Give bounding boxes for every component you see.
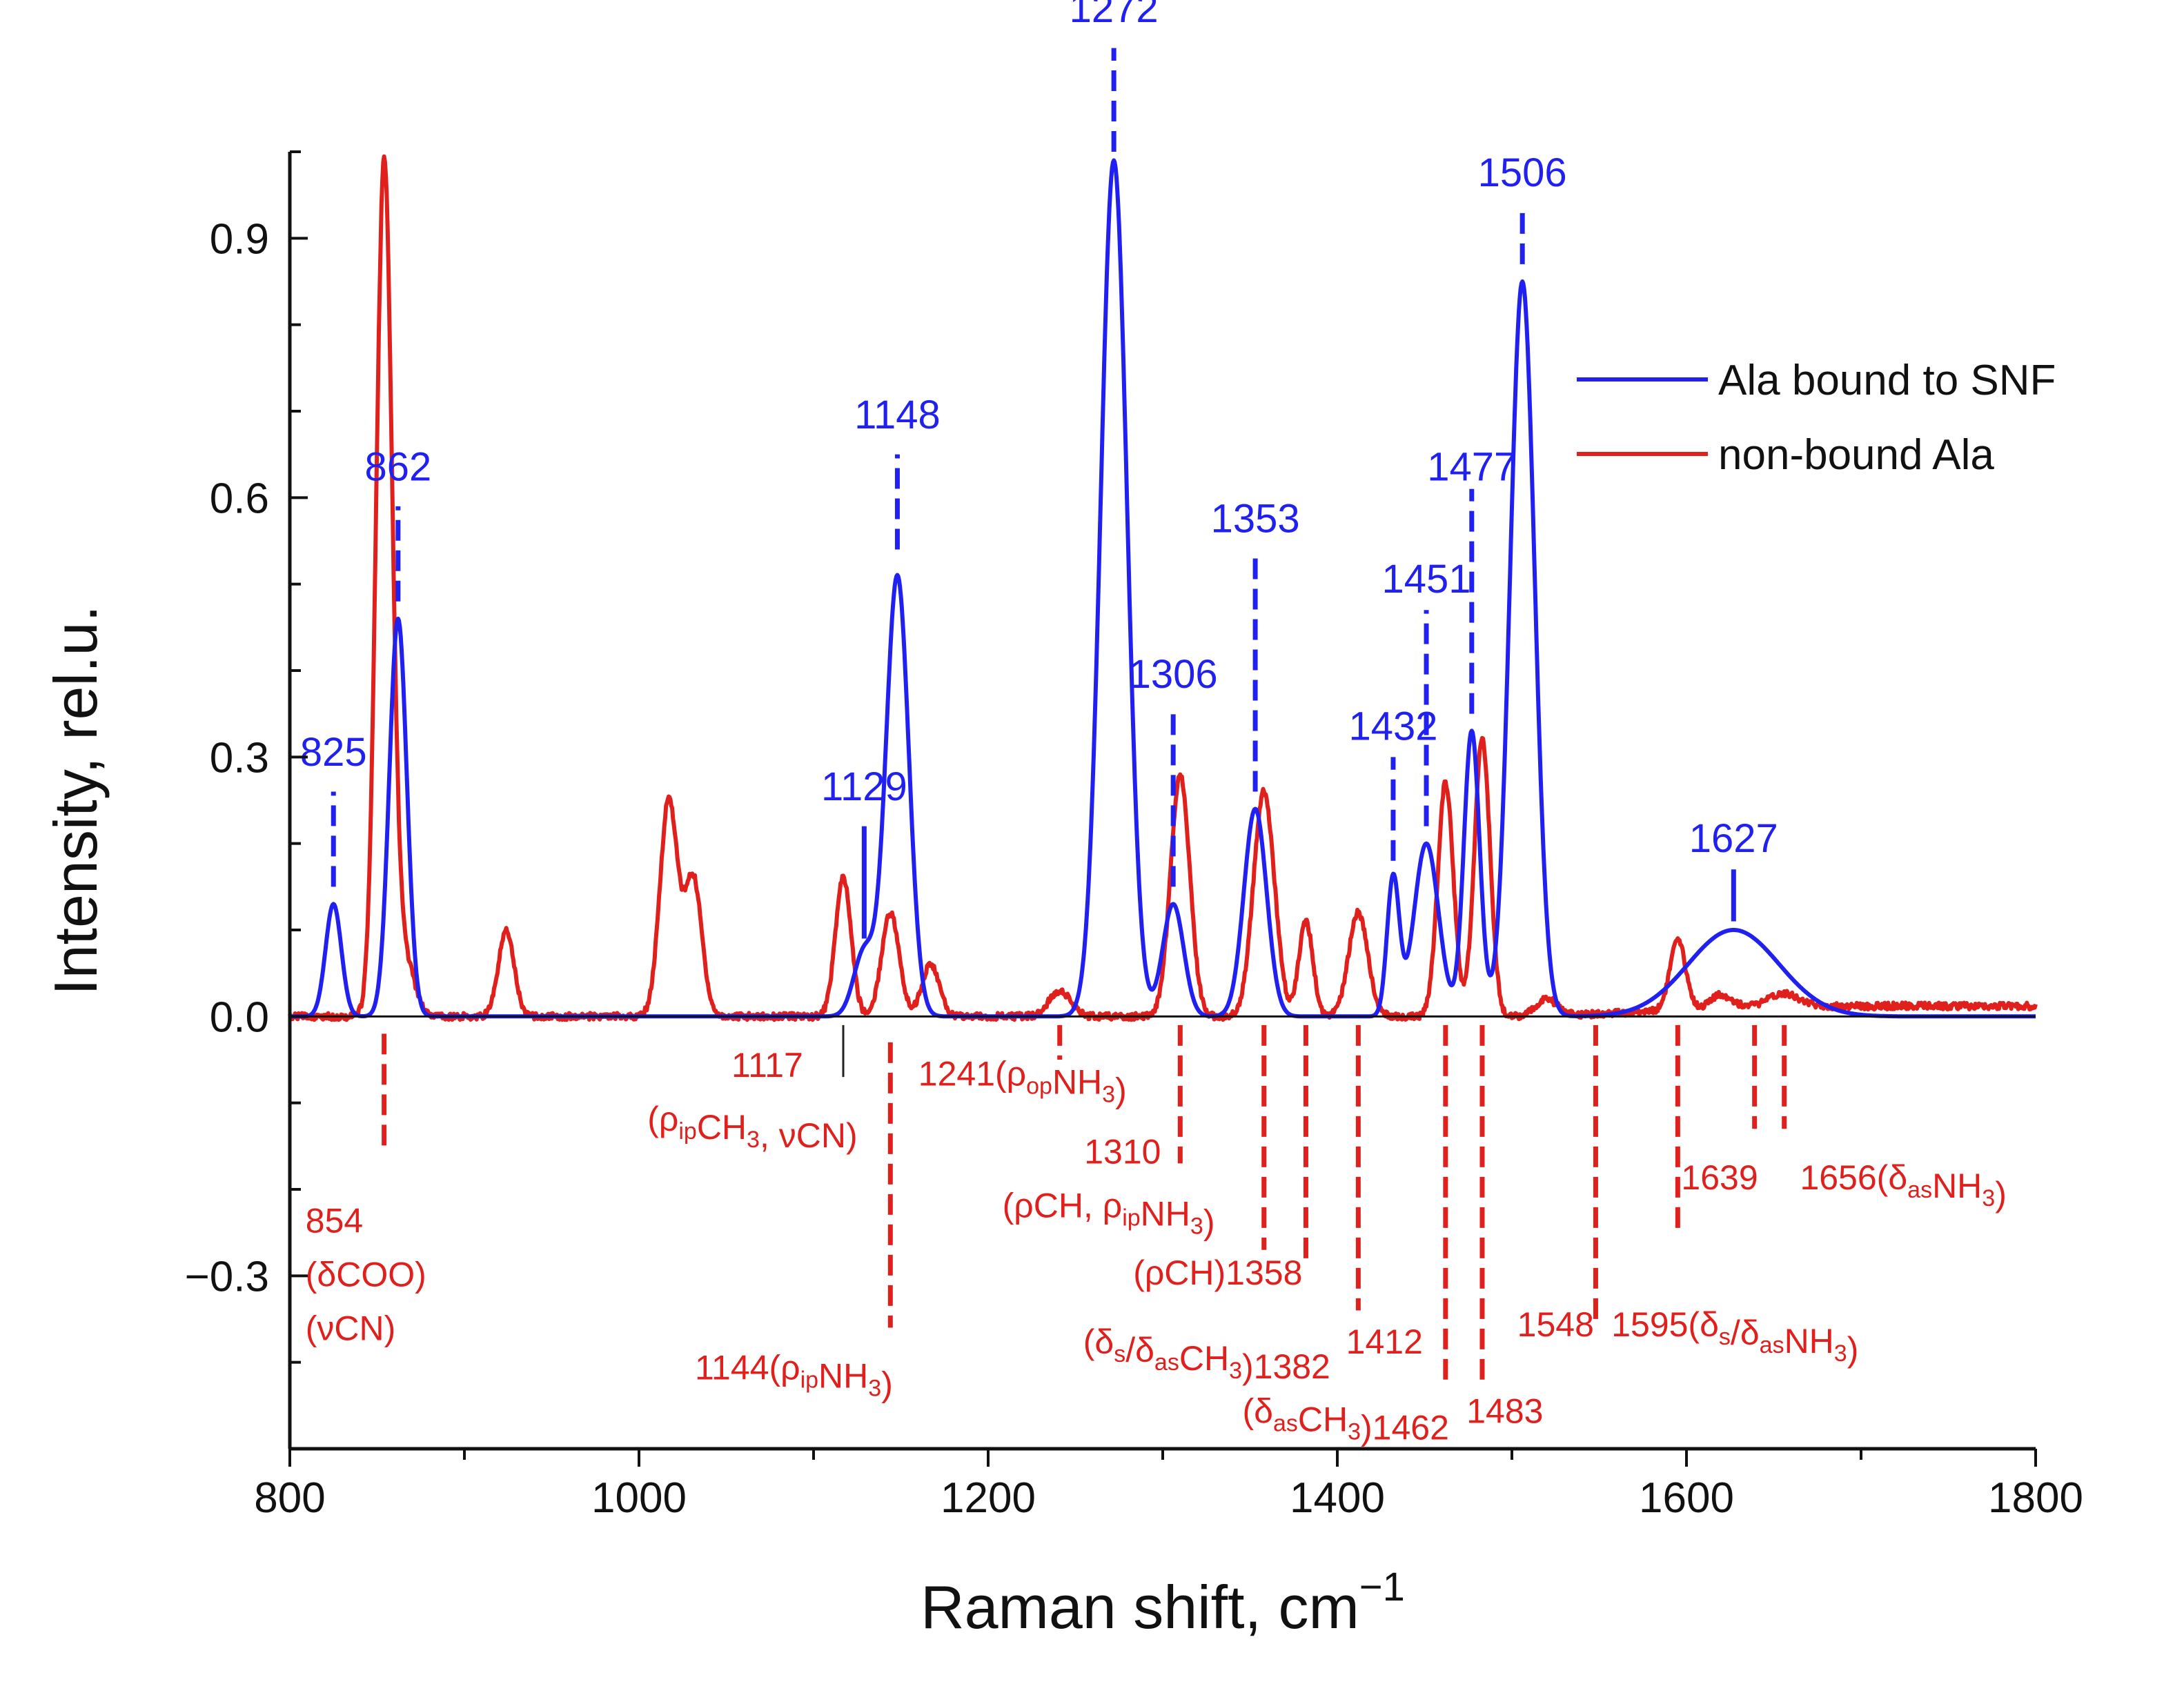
legend: Ala bound to SNF non-bound Ala [1577,357,2056,479]
red-peak-label: (ρCH, ρipNH3) [1003,1186,1215,1241]
red-peak-label: (δCOO) [306,1256,426,1294]
red-peak-label: 1310 [1084,1132,1161,1171]
blue-peak-label: 825 [300,730,367,775]
legend-label: Ala bound to SNF [1718,357,2056,404]
y-tick-label: −0.3 [185,1253,269,1300]
blue-peak-label: 1272 [1070,0,1159,31]
blue-peak-label: 1627 [1689,816,1778,861]
red-peak-label: (δs/δasCH3)1382 [1083,1323,1330,1386]
y-axis-title: Intensity, rel.u. [41,605,110,995]
red-peak-label: 854 [306,1202,363,1240]
blue-peak-label: 1129 [821,764,907,809]
blue-peak-label: 1477 [1427,444,1516,489]
blue-peak-label: 1353 [1211,496,1300,541]
y-tick-label: 0.6 [210,475,269,522]
blue-peak-label: 1148 [854,393,941,437]
red-peak-label: (ρipCH3, νCN) [647,1100,857,1155]
blue-peak-label: 1506 [1478,150,1567,195]
x-axis-title: Raman shift, cm−1 [921,1565,1405,1641]
legend-label: non-bound Ala [1718,431,1994,479]
red-peak-label: (δasCH3)1462 [1242,1391,1448,1447]
blue-peak-label: 1306 [1129,652,1218,697]
red-peak-label: (ρCH)1358 [1133,1254,1302,1292]
red-peak-label: 1548 [1517,1305,1594,1344]
red-peak-label: 1412 [1346,1323,1423,1361]
y-tick-label: 0.9 [210,215,269,263]
x-tick-label: 1200 [941,1474,1036,1522]
red-peak-label: 1656(δasNH3) [1800,1158,2006,1214]
red-annotations: 854 (δCOO) (νCN) 1117 (ρipCH3, νCN) 1144(ρipN… [306,1024,2007,1447]
x-tick-label: 1400 [1290,1474,1385,1522]
blue-annotations: 825 862 1129 1148 1272 1306 1353 1432 1451 1477 15… [300,0,1778,939]
red-peak-label: 1144(ρipNH3) [695,1349,893,1404]
x-tick-label: 1800 [1988,1474,2083,1522]
red-peak-label: 1117 [731,1046,803,1084]
blue-peak-label: 862 [364,444,431,489]
red-peak-label: 1639 [1681,1158,1758,1197]
y-tick-label: 0.3 [210,734,269,782]
x-tick-label: 1000 [591,1474,687,1522]
blue-peak-label: 1451 [1382,557,1471,602]
x-tick-label: 800 [254,1474,325,1522]
red-peak-label: 1241(ρopNH3) [918,1055,1127,1110]
blue-peak-label: 1432 [1348,704,1437,749]
axes: 800 1000 1200 1400 1600 1800 −0.3 0.0 0.3 0.6 0.9 [185,150,2083,1522]
red-peak-label: 1483 [1466,1391,1543,1430]
red-peak-label: 1595(δs/δasNH3) [1611,1305,1858,1369]
red-peak-label: (νCN) [306,1309,396,1348]
x-tick-label: 1600 [1639,1474,1734,1522]
y-tick-label: 0.0 [210,993,269,1041]
